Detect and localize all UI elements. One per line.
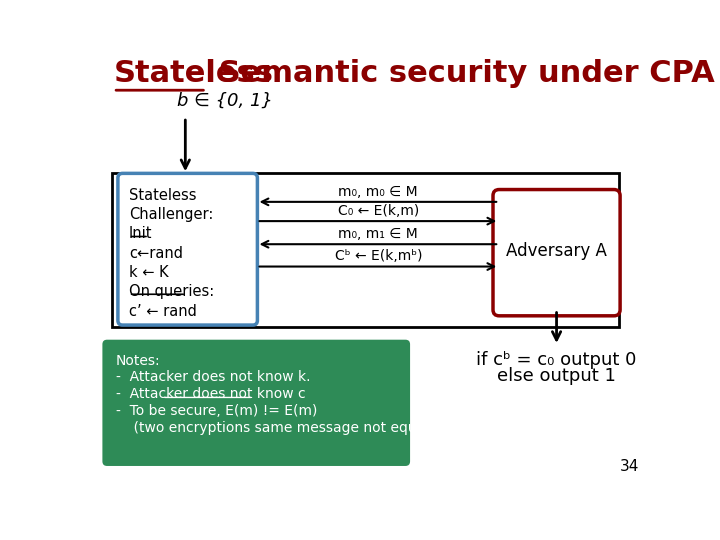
Text: Stateless: Stateless <box>113 59 274 88</box>
Text: Adversary A: Adversary A <box>506 242 607 260</box>
FancyBboxPatch shape <box>102 340 410 466</box>
Text: -  Attacker does not know c: - Attacker does not know c <box>116 387 305 401</box>
Text: Cᵇ ← E(k,mᵇ): Cᵇ ← E(k,mᵇ) <box>335 249 422 264</box>
Text: Stateless: Stateless <box>129 188 197 203</box>
Text: c←rand: c←rand <box>129 246 183 261</box>
FancyBboxPatch shape <box>493 190 620 316</box>
Text: Notes:: Notes: <box>116 354 160 368</box>
Text: if cᵇ = c₀ output 0: if cᵇ = c₀ output 0 <box>477 351 636 369</box>
FancyBboxPatch shape <box>112 173 619 327</box>
Text: b ∈ {0, 1}: b ∈ {0, 1} <box>177 91 273 110</box>
Text: else output 1: else output 1 <box>497 367 616 384</box>
Text: 34: 34 <box>619 460 639 475</box>
Text: m₀, m₀ ∈ M: m₀, m₀ ∈ M <box>338 185 418 199</box>
Text: C₀ ← E(k,m): C₀ ← E(k,m) <box>338 204 419 218</box>
Text: m₀, m₁ ∈ M: m₀, m₁ ∈ M <box>338 227 418 241</box>
Text: c’ ← rand: c’ ← rand <box>129 303 197 319</box>
Text: -  To be secure, E(m) != E(m): - To be secure, E(m) != E(m) <box>116 404 317 418</box>
Text: -  Attacker does not know k.: - Attacker does not know k. <box>116 370 310 384</box>
Text: On queries:: On queries: <box>129 284 214 299</box>
Text: (two encryptions same message not equal): (two encryptions same message not equal) <box>116 421 434 435</box>
Text: Semantic security under CPA: Semantic security under CPA <box>208 59 714 88</box>
FancyBboxPatch shape <box>118 173 258 325</box>
Text: Init: Init <box>129 226 152 241</box>
Text: k ← K: k ← K <box>129 265 168 280</box>
Text: Challenger:: Challenger: <box>129 207 213 222</box>
